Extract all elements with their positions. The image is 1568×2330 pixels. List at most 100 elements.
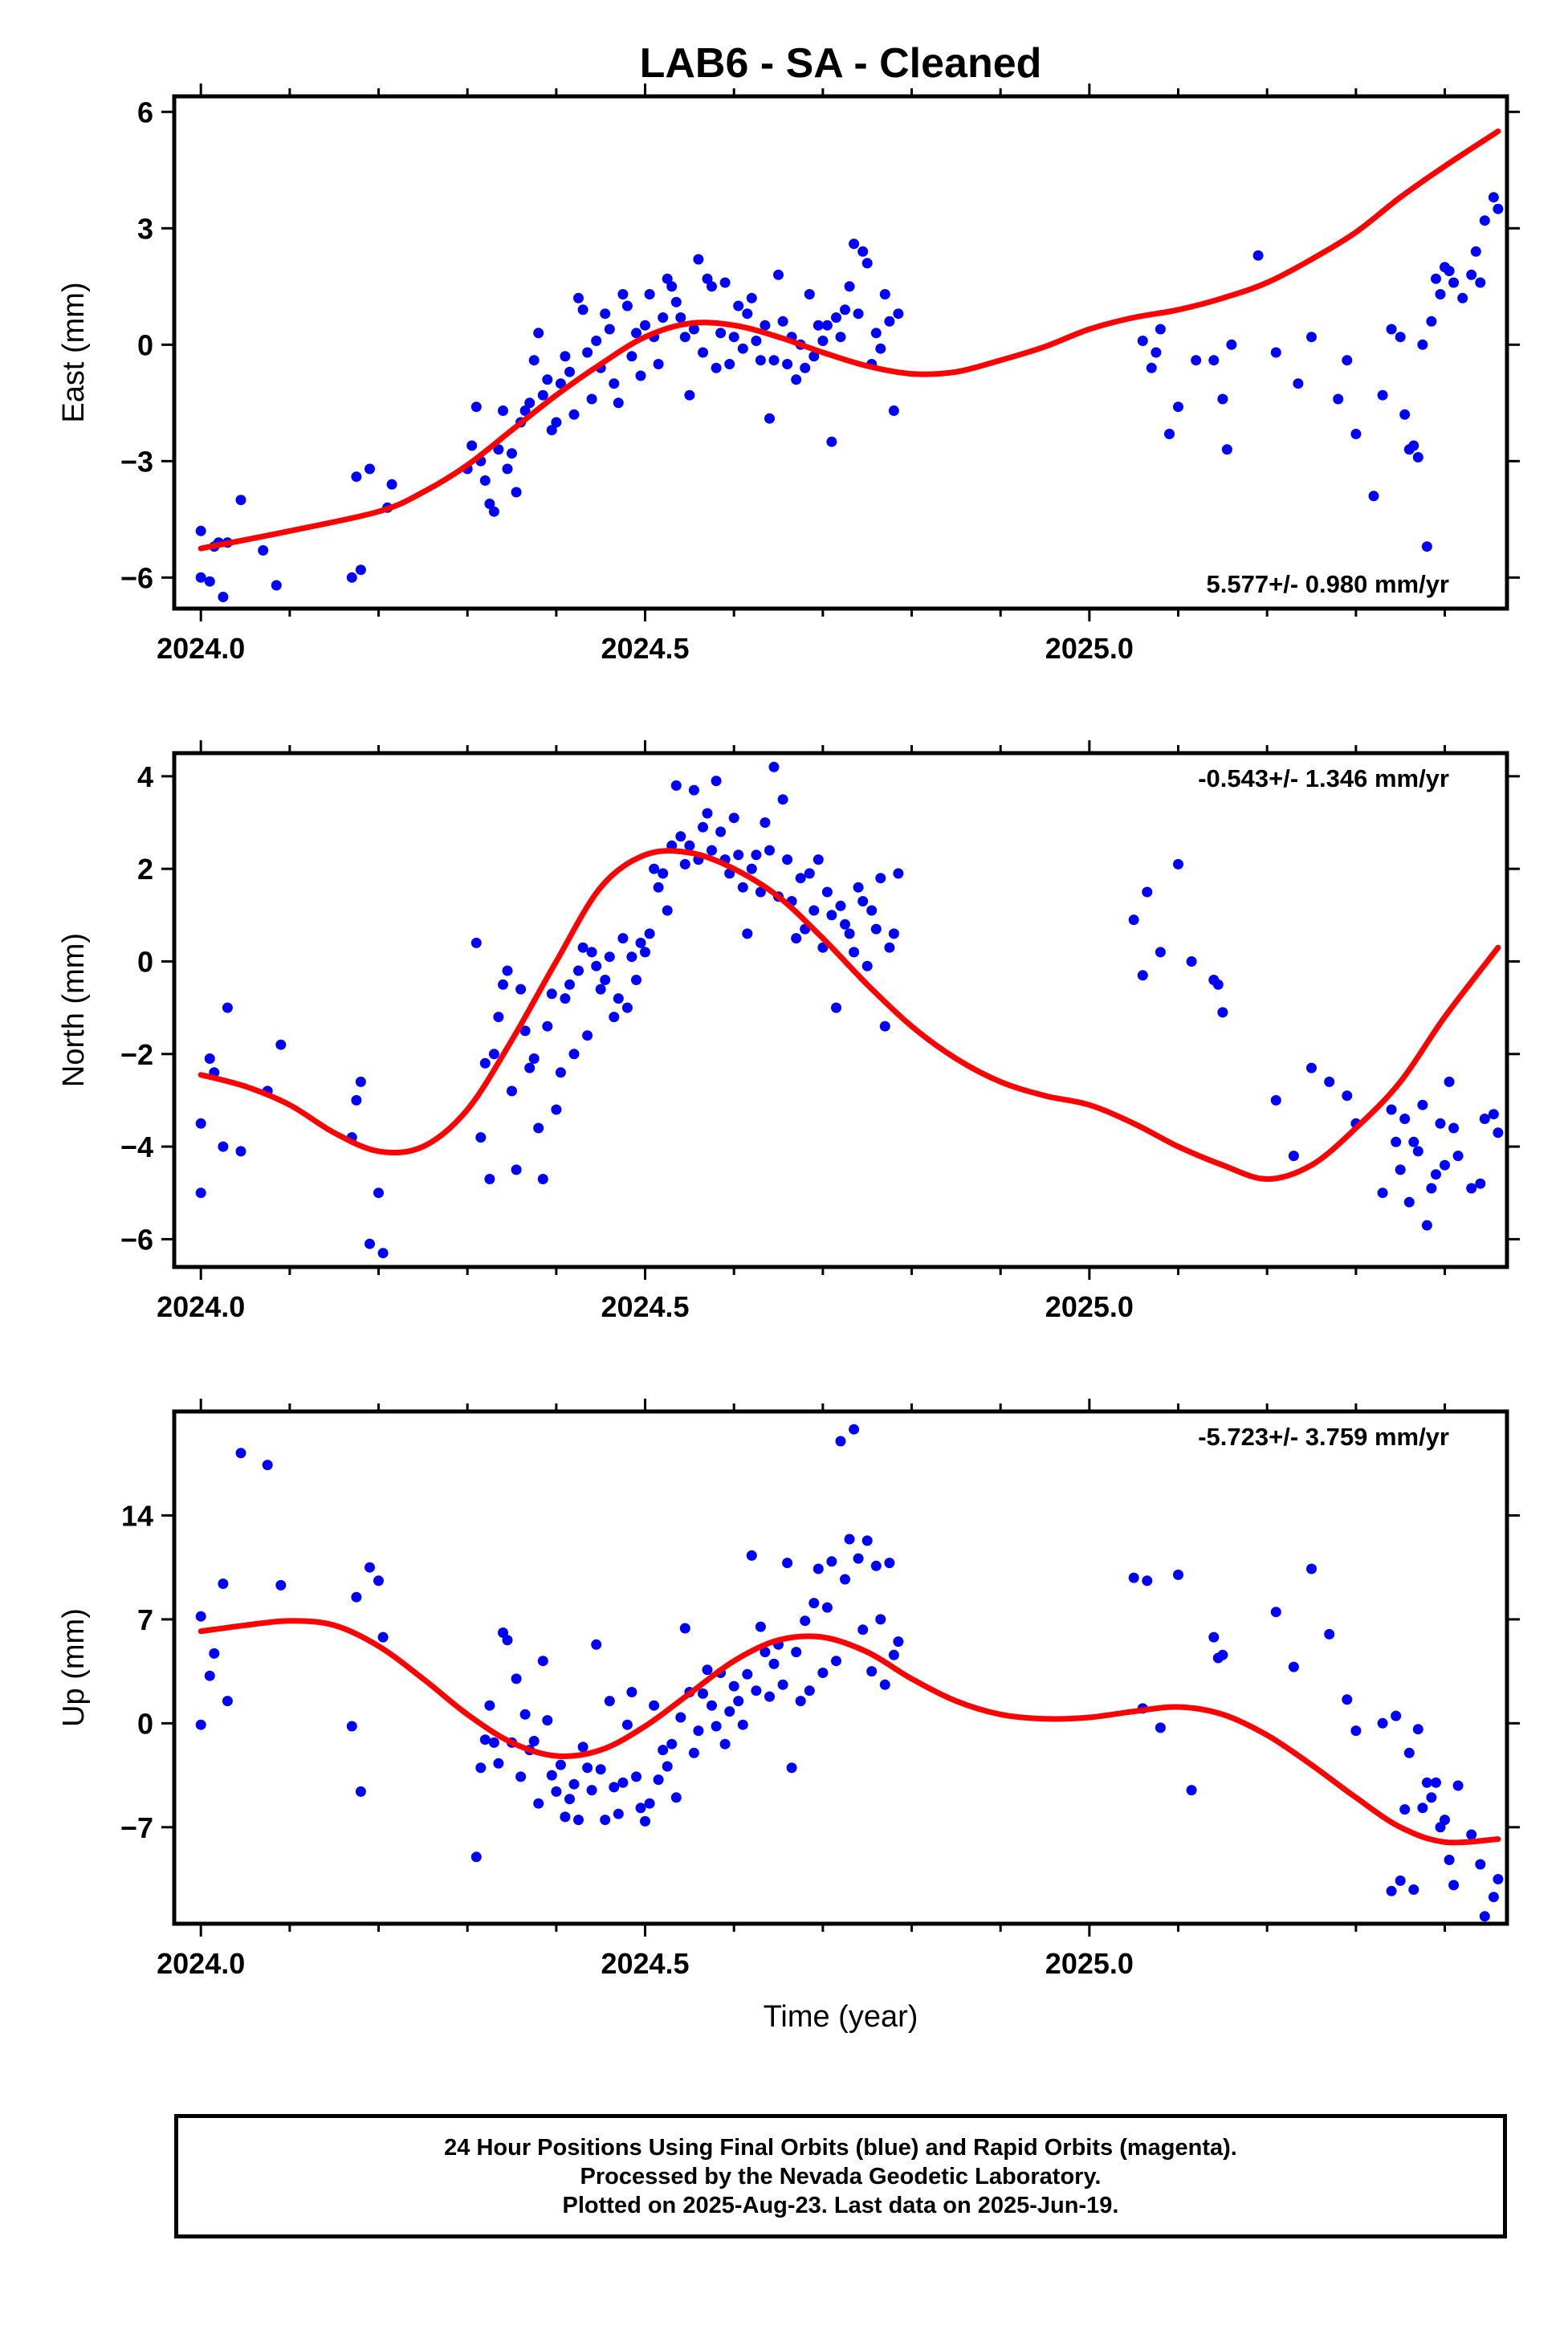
- east-data-point: [582, 347, 593, 358]
- up-data-point: [591, 1639, 602, 1650]
- up-data-point: [737, 1719, 748, 1730]
- east-data-point: [604, 324, 615, 335]
- up-data-point: [698, 1688, 708, 1699]
- north-data-point: [621, 1002, 633, 1013]
- north-data-point: [1421, 1220, 1432, 1231]
- east-data-point: [631, 328, 641, 339]
- up-y-axis-label: Up (mm): [57, 1608, 91, 1727]
- east-data-point: [640, 320, 650, 331]
- east-data-point: [1431, 273, 1441, 284]
- east-frame: [172, 94, 1509, 611]
- footer-line-1: 24 Hour Positions Using Final Orbits (bl…: [444, 2134, 1237, 2161]
- up-data-point: [728, 1680, 739, 1692]
- up-data-point: [511, 1673, 522, 1684]
- east-data-point: [653, 359, 664, 369]
- up-data-point: [1408, 1884, 1419, 1895]
- north-data-point: [702, 808, 713, 819]
- north-data-point: [365, 1238, 375, 1249]
- up-data-point: [582, 1762, 593, 1774]
- up-data-point: [870, 1560, 882, 1571]
- up-data-point: [840, 1574, 850, 1585]
- east-data-point: [857, 246, 869, 257]
- north-data-point: [1342, 1090, 1353, 1102]
- north-data-point: [533, 1122, 544, 1134]
- north-data-point: [777, 794, 788, 805]
- north-data-point: [551, 1104, 562, 1115]
- east-data-point: [737, 343, 748, 354]
- up-data-point: [755, 1621, 766, 1632]
- north-y-tick-label: 4: [137, 760, 153, 793]
- up-data-point: [573, 1815, 584, 1826]
- up-data-point: [1440, 1815, 1450, 1826]
- east-data-point: [1448, 277, 1460, 288]
- east-data-point: [507, 448, 517, 459]
- up-data-point: [1493, 1874, 1504, 1884]
- up-data-point: [1412, 1724, 1423, 1735]
- north-data-point: [564, 979, 575, 990]
- north-data-point: [1377, 1187, 1388, 1199]
- east-data-point: [1479, 215, 1490, 226]
- east-y-tick-label: 0: [137, 328, 153, 361]
- up-data-point: [884, 1558, 895, 1569]
- north-x-tick-label: 2024.0: [157, 1290, 245, 1323]
- east-data-point: [1368, 491, 1379, 502]
- up-data-point: [1270, 1607, 1281, 1618]
- east-fit-line: [198, 128, 1501, 552]
- east-data-point: [679, 332, 690, 343]
- east-data-point: [768, 355, 780, 366]
- east-data-point: [1466, 269, 1477, 280]
- up-data-point: [204, 1670, 215, 1681]
- east-data-point: [1417, 339, 1428, 350]
- east-y-tick-label: 3: [137, 212, 153, 245]
- east-data-point: [791, 374, 802, 385]
- up-data-point: [1479, 1911, 1490, 1922]
- north-data-point: [1493, 1127, 1504, 1139]
- up-data-point: [707, 1700, 717, 1711]
- east-data-point: [733, 300, 744, 312]
- north-data-point: [698, 821, 708, 833]
- x-axis-label: Time (year): [764, 2000, 918, 2034]
- east-data-point: [1293, 378, 1304, 389]
- east-data-point: [560, 351, 571, 362]
- east-data-point: [271, 580, 282, 591]
- east-data-point: [1342, 355, 1353, 366]
- east-data-point: [555, 378, 566, 389]
- footer-line-2: Processed by the Nevada Geodetic Laborat…: [580, 2163, 1102, 2189]
- north-data-point: [568, 1049, 580, 1060]
- up-data-point: [373, 1575, 384, 1587]
- east-data-point: [698, 347, 708, 358]
- east-data-point: [875, 343, 886, 354]
- north-data-point: [235, 1146, 246, 1157]
- north-data-point: [662, 905, 673, 916]
- east-rate-label: 5.577+/- 0.980 mm/yr: [1207, 570, 1449, 598]
- north-data-point: [1475, 1178, 1486, 1189]
- up-data-point: [1342, 1694, 1353, 1705]
- north-data-point: [1435, 1118, 1446, 1129]
- up-x-tick-label: 2024.0: [157, 1947, 245, 1980]
- north-data-point: [653, 882, 664, 893]
- north-data-point: [1403, 1196, 1415, 1208]
- up-y-tick-label: 0: [137, 1707, 153, 1740]
- north-data-point: [573, 965, 584, 976]
- north-data-point: [502, 965, 513, 976]
- up-data-point: [595, 1764, 606, 1775]
- up-data-point: [866, 1666, 878, 1677]
- east-data-point: [466, 440, 478, 451]
- north-data-point: [804, 868, 815, 879]
- north-x-tick-label: 2024.5: [601, 1290, 689, 1323]
- east-data-point: [1399, 409, 1411, 420]
- east-data-point: [1350, 429, 1362, 439]
- up-data-point: [537, 1656, 548, 1667]
- north-data-point: [813, 854, 824, 866]
- east-data-point: [742, 308, 753, 320]
- east-data-point: [235, 495, 246, 506]
- north-y-tick-label: 2: [137, 853, 153, 886]
- east-data-point: [1191, 355, 1202, 366]
- north-data-point: [893, 868, 904, 879]
- up-data-point: [564, 1794, 575, 1805]
- up-data-point: [644, 1798, 655, 1809]
- north-data-point: [1137, 970, 1148, 981]
- up-data-point: [613, 1808, 624, 1819]
- up-data-point: [1186, 1785, 1197, 1796]
- up-data-point: [1306, 1563, 1317, 1574]
